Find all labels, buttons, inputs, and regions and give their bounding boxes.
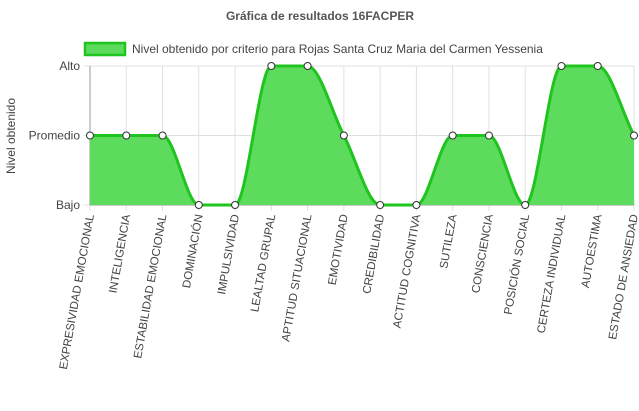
- data-point[interactable]: [339, 131, 348, 140]
- x-tick-label: AUTOESTIMA: [580, 213, 605, 289]
- data-point[interactable]: [303, 62, 312, 70]
- x-tick-label: ESTABILIDAD EMOCIONAL: [132, 213, 169, 360]
- legend-swatch: [83, 41, 127, 57]
- x-tick-label: ACTITUD COGNITIVA: [391, 213, 423, 329]
- y-tick-label: Alto: [59, 59, 80, 73]
- x-tick-label: LEALTAD GRUPAL: [249, 213, 278, 313]
- data-point[interactable]: [376, 201, 385, 209]
- x-tick-label: ESTADO DE ANSIEDAD: [607, 213, 639, 340]
- data-point[interactable]: [86, 131, 94, 140]
- x-tick-label: EMOTIVIDAD: [327, 213, 351, 286]
- x-tick-label: EXPRESIVIDAD EMOCIONAL: [58, 213, 97, 370]
- x-tick-label: CREDIBILIDAD: [361, 213, 387, 294]
- series-line: [89, 64, 636, 207]
- x-tick-label: DOMINACIÓN: [180, 213, 206, 289]
- chart-title: Gráfica de resultados 16FACPER: [226, 9, 414, 23]
- x-tick-label: APTITUD SITUACIONAL: [280, 213, 314, 343]
- x-tick-label: CERTEZA INDIVIDUAL: [536, 213, 569, 334]
- data-point[interactable]: [158, 131, 167, 140]
- y-axis-label: Nivel obtenido: [4, 98, 18, 174]
- x-tick-label: SUTILEZA: [438, 213, 459, 270]
- x-tick-labels: EXPRESIVIDAD EMOCIONAL INTELIGENCIA ESTABI…: [58, 213, 639, 371]
- x-tick-label: IMPULSIVIDAD: [216, 213, 242, 295]
- data-points[interactable]: [86, 62, 638, 209]
- data-point[interactable]: [231, 201, 240, 209]
- x-tick-label: INTELIGENCIA: [108, 213, 134, 294]
- data-point[interactable]: [484, 131, 493, 140]
- y-tick-label: Promedio: [29, 129, 81, 143]
- series-area: [89, 64, 636, 207]
- data-point[interactable]: [122, 131, 131, 140]
- data-point[interactable]: [267, 62, 276, 70]
- data-point[interactable]: [557, 62, 566, 70]
- data-point[interactable]: [448, 131, 457, 140]
- y-tick-label: Bajo: [56, 198, 80, 212]
- data-point[interactable]: [630, 131, 638, 140]
- legend-label[interactable]: Nivel obtenido por criterio para Rojas S…: [132, 42, 543, 56]
- series-area-fill: [90, 66, 634, 205]
- y-tick-labels: Bajo Promedio Alto: [29, 59, 81, 212]
- data-point[interactable]: [194, 201, 203, 209]
- data-point[interactable]: [521, 201, 530, 209]
- x-tick-label: POSICIÓN SOCIAL: [502, 213, 533, 316]
- x-tick-label: CONSCIENCIA: [470, 213, 496, 294]
- legend[interactable]: Nivel obtenido por criterio para Rojas S…: [83, 41, 543, 57]
- data-point[interactable]: [593, 62, 602, 70]
- data-point[interactable]: [412, 201, 421, 209]
